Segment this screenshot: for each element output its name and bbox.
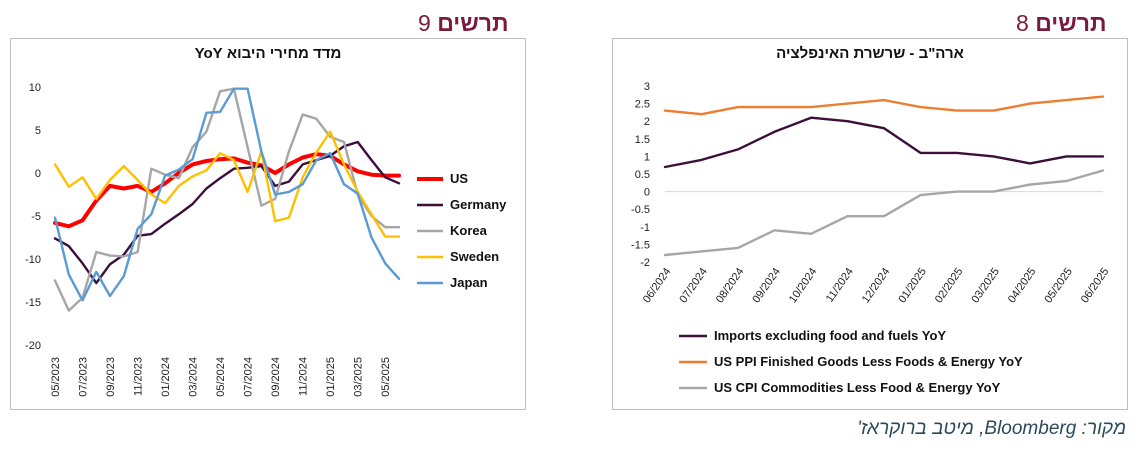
x-tick-label: 05/2025	[380, 357, 392, 397]
y-tick-label: -15	[25, 297, 41, 309]
x-tick-label: 08/2024	[714, 266, 747, 305]
legend-label: US CPI Commodities Less Food & Energy Yo…	[714, 380, 1001, 395]
x-tick-label: 06/2024	[641, 266, 674, 305]
legend-label: Korea	[450, 223, 488, 238]
source-note: מקור: Bloomberg, מיטב ברוקראז'	[857, 418, 1126, 439]
chart-title: ארה"ב - שרשרת האינפלציה	[776, 45, 964, 62]
x-tick-label: 01/2024	[160, 357, 172, 397]
y-tick-label: -1	[640, 222, 650, 234]
x-tick-label: 06/2025	[1079, 266, 1112, 305]
x-tick-label: 05/2025	[1042, 266, 1075, 305]
x-tick-label: 07/2024	[243, 357, 255, 397]
series-line-sweden	[53, 130, 401, 238]
y-tick-label: 0	[35, 168, 41, 180]
series-line-germany	[53, 140, 401, 285]
x-tick-label: 05/2023	[50, 357, 62, 397]
x-tick-label: 03/2025	[353, 357, 365, 397]
x-tick-label: 11/2024	[824, 266, 856, 305]
figure-number: 8	[1016, 10, 1029, 36]
legend-label: Japan	[450, 275, 488, 290]
y-tick-label: 2.5	[635, 99, 650, 111]
y-tick-label: 1.5	[635, 134, 650, 146]
y-tick-label: 5	[35, 125, 41, 137]
legend-label: US	[450, 171, 468, 186]
series-line-korea	[53, 87, 401, 312]
x-tick-label: 10/2024	[787, 266, 820, 305]
import-price-chart: 10 5 0 -5 -10 -15 -20 05/2023 07/2023 09/2023 11/2…	[25, 82, 507, 397]
x-tick-label: 12/2024	[860, 266, 893, 305]
figure-word: תרשים	[1035, 10, 1107, 36]
y-tick-label: 0.5	[635, 169, 650, 181]
y-tick-label: 10	[29, 82, 41, 94]
legend-label: US PPI Finished Goods Less Foods & Energ…	[714, 354, 1023, 369]
chart-title: מדד מחירי היבוא YoY	[194, 45, 342, 62]
x-tick-label: 07/2024	[677, 266, 710, 305]
x-tick-label: 03/2025	[969, 266, 1002, 305]
y-tick-label: -0.5	[631, 204, 650, 216]
x-tick-label: 02/2025	[933, 266, 966, 305]
x-tick-label: 07/2023	[78, 357, 90, 397]
legend-label: Sweden	[450, 249, 499, 264]
y-tick-label: 2	[644, 116, 650, 128]
inflation-chain-chart-panel: ארה"ב - שרשרת האינפלציה 3 2.5 2 1.5 1 0.5 0 -0.…	[612, 38, 1128, 410]
import-price-chart-panel: מדד מחירי היבוא YoY 10 5 0 -5 -10 -15 -20 05/20…	[10, 38, 526, 410]
x-tick-label: 09/2024	[750, 266, 783, 305]
legend-label: Germany	[450, 197, 507, 212]
x-tick-label: 01/2025	[325, 357, 337, 397]
x-tick-label: 04/2025	[1006, 266, 1039, 305]
y-tick-label: 0	[644, 187, 650, 199]
figure-word: תרשים	[437, 10, 509, 36]
y-tick-label: -2	[640, 257, 650, 269]
series-line-japan	[53, 87, 401, 302]
figure-8-heading: תרשים 8	[1016, 10, 1107, 37]
series-line-us	[53, 152, 401, 229]
y-tick-label: 3	[644, 81, 650, 93]
series-line-imports-excluding-food-and-fuels-yoy	[663, 116, 1105, 169]
y-tick-label: -1.5	[631, 239, 650, 251]
y-tick-label: 1	[644, 151, 650, 163]
x-tick-label: 11/2023	[133, 357, 145, 396]
x-tick-label: 09/2024	[270, 357, 282, 397]
figure-number: 9	[418, 10, 431, 36]
y-tick-label: -5	[31, 211, 41, 223]
y-tick-label: -20	[25, 340, 41, 352]
x-tick-label: 01/2025	[896, 266, 929, 305]
figure-9-heading: תרשים 9	[418, 10, 509, 37]
inflation-chain-chart: 32.521.510.50-0.5-1-1.5-206/2024 07/2024 0…	[631, 81, 1112, 395]
x-tick-label: 03/2024	[188, 357, 200, 397]
legend-label: Imports excluding food and fuels YoY	[714, 328, 946, 343]
y-tick-label: -10	[25, 254, 41, 266]
series-line-us-ppi-finished-goods-less-foods-energy-yoy	[663, 95, 1105, 116]
series-line-us-cpi-commodities-less-food-energy-yoy	[663, 169, 1105, 257]
x-tick-label: 09/2023	[105, 357, 117, 397]
x-tick-label: 11/2024	[298, 357, 310, 396]
x-tick-label: 05/2024	[215, 357, 227, 397]
